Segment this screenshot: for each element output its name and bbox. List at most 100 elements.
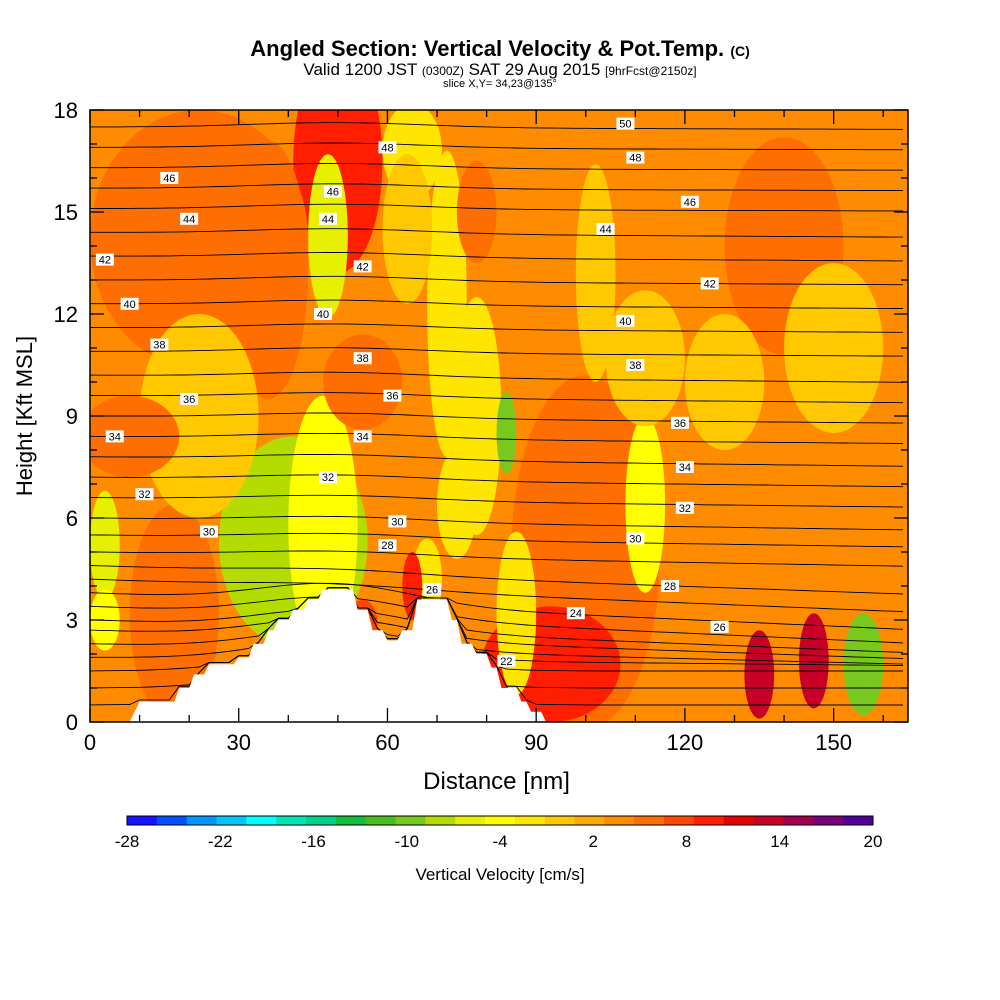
colorbar-swatch bbox=[514, 816, 546, 825]
isentrope-line bbox=[90, 587, 903, 672]
contour-label: 40 bbox=[124, 299, 136, 311]
contour-label: 46 bbox=[327, 187, 339, 199]
contour-label-bg bbox=[353, 352, 372, 365]
x-tick-label: 30 bbox=[226, 730, 250, 755]
forecast-info: [9hrFcst@2150z] bbox=[605, 64, 697, 78]
x-tick-label: 120 bbox=[667, 730, 704, 755]
y-axis-label: Height [Kft MSL] bbox=[12, 336, 37, 496]
contour-label: 34 bbox=[357, 431, 369, 443]
contour-label-bg bbox=[135, 488, 154, 501]
contour-labels: 50 48 48 46 46 46 44 44 44 42 42 42 40 40 40 38 38 38 36 36… bbox=[95, 117, 729, 668]
velocity-cell bbox=[308, 154, 348, 318]
isentrope-line bbox=[90, 142, 904, 151]
isentrope-line bbox=[90, 228, 903, 238]
contour-label-bg bbox=[383, 389, 402, 402]
isentrope-line bbox=[90, 323, 903, 333]
chart-title-suffix: (C) bbox=[730, 43, 750, 59]
x-tick-label: 60 bbox=[375, 730, 399, 755]
chart-subtitle: Valid 1200 JST (0300Z) SAT 29 Aug 2015 [… bbox=[0, 60, 1000, 80]
isentrope-line bbox=[90, 183, 904, 192]
contour-label: 36 bbox=[674, 418, 686, 430]
contour-label: 30 bbox=[629, 533, 641, 545]
y-tick-label: 15 bbox=[54, 200, 78, 225]
contour-label: 42 bbox=[357, 261, 369, 273]
isentrope-line bbox=[90, 412, 904, 424]
contour-label: 40 bbox=[619, 316, 631, 328]
colorbar-swatch bbox=[634, 816, 665, 825]
contour-label-bg bbox=[180, 212, 199, 225]
colorbar-swatch bbox=[127, 816, 158, 825]
contour-label-bg bbox=[318, 471, 337, 484]
contour-label: 36 bbox=[386, 391, 398, 403]
colorbar-tick-label: 20 bbox=[864, 832, 883, 851]
isentrope-line bbox=[90, 587, 904, 665]
contour-label: 24 bbox=[570, 608, 582, 620]
contour-label-bg bbox=[675, 461, 694, 473]
contour-label: 48 bbox=[381, 142, 393, 154]
isentrope-line bbox=[90, 587, 904, 666]
contour-label-bg bbox=[566, 607, 585, 620]
contour-label: 44 bbox=[183, 214, 195, 226]
velocity-cell bbox=[437, 450, 477, 559]
isentrope-line bbox=[90, 587, 904, 644]
contour-label: 38 bbox=[357, 353, 369, 365]
isentrope-line bbox=[90, 474, 904, 488]
velocity-cell bbox=[456, 161, 497, 263]
contour-label: 42 bbox=[704, 278, 716, 290]
isentrope-lines bbox=[90, 122, 904, 706]
contour-label-bg bbox=[353, 260, 372, 273]
contour-label: 32 bbox=[138, 489, 150, 501]
x-tick-label: 90 bbox=[524, 730, 548, 755]
colorbar-swatch bbox=[693, 816, 725, 825]
colorbar-swatch bbox=[455, 816, 486, 825]
colorbar-swatch bbox=[246, 816, 277, 825]
colorbar-swatch bbox=[156, 816, 188, 825]
isentrope-line bbox=[90, 454, 904, 467]
contour-label-bg bbox=[661, 580, 680, 592]
colorbar-swatch bbox=[813, 816, 844, 825]
isentrope-line bbox=[90, 432, 904, 444]
isentrope-line bbox=[90, 578, 904, 613]
contour-label: 26 bbox=[713, 622, 725, 634]
x-axis-label: Distance [nm] bbox=[423, 768, 570, 795]
contour-label-bg bbox=[626, 532, 645, 545]
velocity-cell bbox=[382, 154, 433, 304]
velocity-cell bbox=[496, 392, 517, 474]
isentrope-line bbox=[90, 299, 903, 309]
isentrope-line bbox=[90, 371, 904, 383]
contour-label: 34 bbox=[679, 462, 691, 474]
contour-label: 50 bbox=[619, 119, 631, 131]
velocity-cell bbox=[798, 613, 829, 709]
contour-label: 38 bbox=[629, 360, 641, 372]
contour-label: 36 bbox=[183, 394, 195, 406]
contour-label-bg bbox=[353, 430, 372, 443]
contour-label-bg bbox=[626, 359, 645, 371]
contour-label-bg bbox=[680, 195, 699, 208]
colorbar-swatch bbox=[365, 816, 397, 825]
isentrope-line bbox=[90, 494, 904, 508]
x-axis: 0 30 60 90 120 150 Distance [nm] bbox=[84, 110, 884, 795]
colorbar-swatch bbox=[753, 816, 784, 825]
contour-label: 46 bbox=[163, 173, 175, 185]
chart-title-text: Angled Section: Vertical Velocity & Pot.… bbox=[250, 36, 725, 61]
valid-time: Valid 1200 JST bbox=[303, 60, 418, 79]
valid-utc: (0300Z) bbox=[421, 64, 464, 78]
contour-label-bg bbox=[497, 654, 516, 667]
contour-label-bg bbox=[378, 141, 397, 154]
isentrope-line bbox=[90, 550, 904, 567]
contour-label-bg bbox=[150, 338, 169, 351]
contour-label: 32 bbox=[679, 503, 691, 515]
colorbar-swatch bbox=[186, 816, 218, 825]
contour-label-bg bbox=[700, 277, 719, 290]
velocity-cell bbox=[843, 613, 884, 716]
contour-label-bg bbox=[596, 223, 615, 235]
isentrope-line bbox=[90, 162, 904, 171]
contour-label: 34 bbox=[109, 431, 121, 443]
isentrope-line bbox=[90, 122, 904, 130]
contour-label-bg bbox=[314, 308, 333, 320]
slice-info: slice X,Y= 34,23@135° bbox=[443, 78, 557, 90]
colorbar-tick-label: -4 bbox=[492, 832, 507, 851]
contour-label: 44 bbox=[322, 214, 334, 226]
